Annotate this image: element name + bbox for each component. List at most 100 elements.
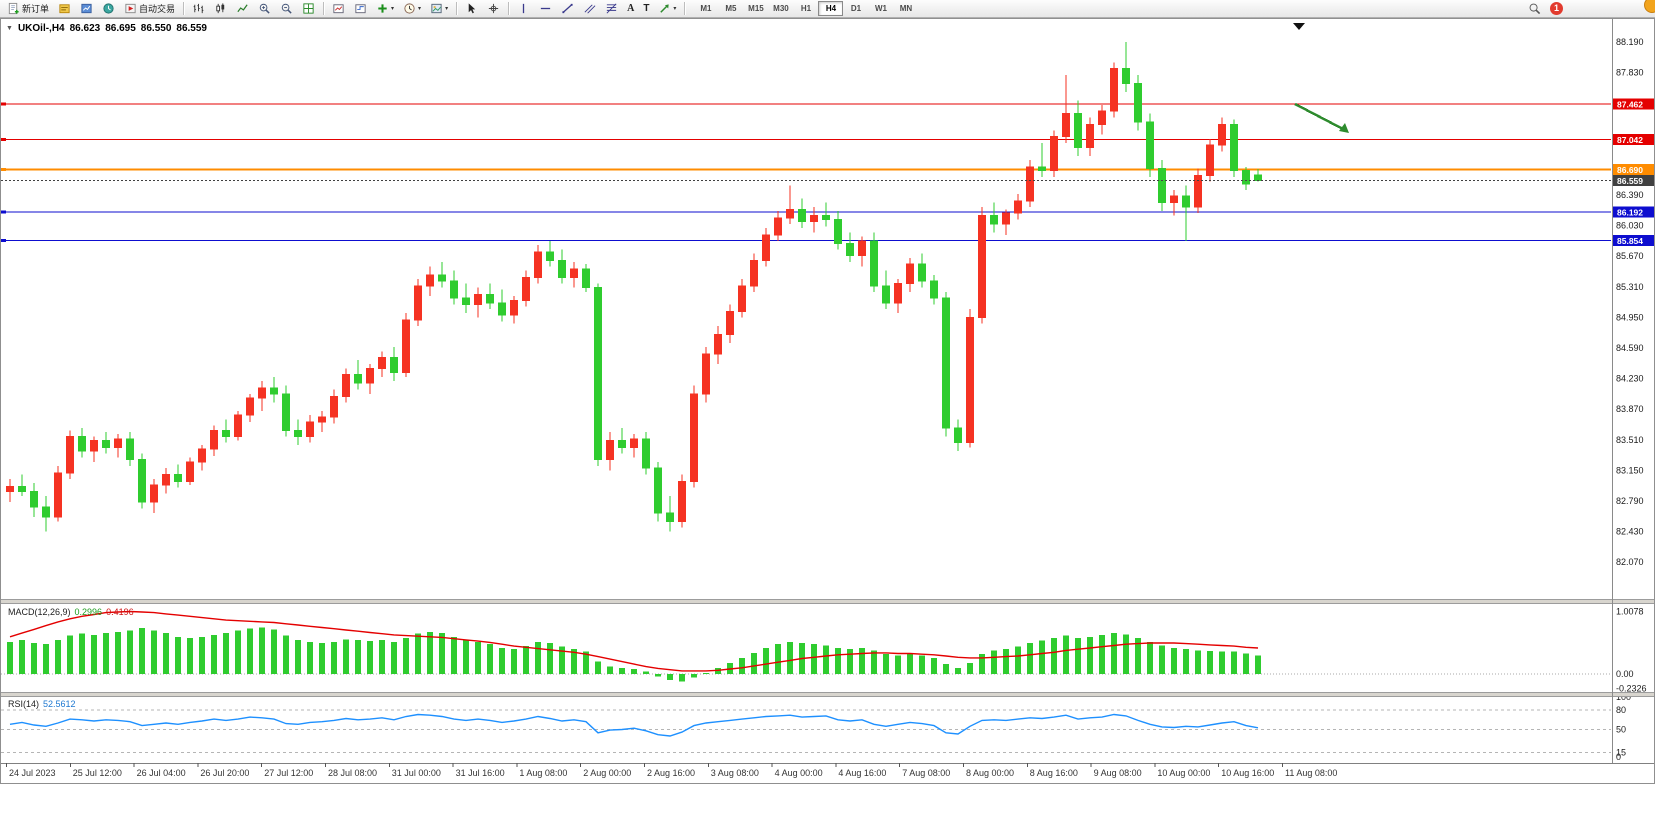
cursor-button[interactable] bbox=[461, 1, 482, 17]
rsi-line bbox=[9, 713, 1259, 737]
macd-bar bbox=[391, 641, 397, 674]
chart-canvas[interactable]: 24 Jul 2023 25 Jul 12:00 26 Jul 04:00 26 Ju… bbox=[0, 18, 1655, 808]
candle-body bbox=[762, 234, 770, 261]
chart-title: ▼ UKOil-,H4 86.623 86.695 86.550 86.559 bbox=[6, 23, 207, 34]
candle-body bbox=[498, 302, 506, 316]
macd-scale-label: 0.00 bbox=[1616, 669, 1634, 679]
toolbar: 新订单 自动交易 bbox=[0, 0, 1655, 18]
trendline-tool-button[interactable] bbox=[557, 1, 578, 17]
channel-tool-button[interactable] bbox=[579, 1, 600, 17]
notification-badge[interactable]: 1 bbox=[1550, 2, 1563, 15]
arrow-annotation-head[interactable] bbox=[1339, 123, 1349, 133]
candle-body bbox=[798, 208, 806, 222]
timeframe-M5[interactable]: M5 bbox=[718, 1, 743, 16]
arrow-annotation[interactable] bbox=[1294, 102, 1344, 131]
crosshair-button[interactable] bbox=[483, 1, 504, 17]
time-axis-label: 26 Jul 20:00 bbox=[200, 768, 249, 778]
candlestick-chart-button[interactable] bbox=[210, 1, 231, 17]
add-indicator-button[interactable]: ▾ bbox=[372, 1, 398, 17]
macd-name: MACD(12,26,9) bbox=[8, 607, 71, 617]
timeframe-W1[interactable]: W1 bbox=[868, 1, 893, 16]
market-watch-button[interactable] bbox=[76, 1, 97, 17]
line-left-marker bbox=[0, 168, 6, 171]
candle-body bbox=[1026, 166, 1034, 202]
macd-main-value: 0.2996 bbox=[74, 607, 103, 617]
collapse-panel-icon[interactable]: ▼ bbox=[6, 25, 13, 32]
zoom-out-button[interactable] bbox=[276, 1, 297, 17]
timeframe-H4[interactable]: H4 bbox=[818, 1, 844, 16]
new-order-button[interactable]: 新订单 bbox=[3, 1, 53, 17]
line-chart-button[interactable] bbox=[232, 1, 253, 17]
corner-notification-icon[interactable] bbox=[1644, 0, 1655, 13]
macd-bar bbox=[127, 630, 133, 674]
time-axis[interactable]: 24 Jul 2023 25 Jul 12:00 26 Jul 04:00 26 Ju… bbox=[0, 763, 1655, 778]
horizontal-line-tool-button[interactable] bbox=[535, 1, 556, 17]
template-button[interactable]: ▾ bbox=[426, 1, 452, 17]
candle-body bbox=[534, 251, 542, 278]
vertical-line-tool-button[interactable] bbox=[513, 1, 534, 17]
panel-splitter[interactable] bbox=[0, 692, 1655, 697]
arrows-tool-button[interactable]: ▾ bbox=[654, 1, 680, 17]
macd-bar bbox=[559, 646, 565, 674]
timeframe-MN[interactable]: MN bbox=[893, 1, 918, 16]
macd-bar bbox=[703, 672, 709, 674]
autotrade-button[interactable]: 自动交易 bbox=[120, 1, 179, 17]
auto-scroll-icon bbox=[355, 4, 366, 14]
macd-bar bbox=[1027, 643, 1033, 674]
candle-body bbox=[138, 458, 146, 503]
history-center-button[interactable] bbox=[54, 1, 75, 17]
auto-scroll-button[interactable] bbox=[350, 1, 371, 17]
autotrade-label: 自动交易 bbox=[139, 4, 176, 14]
label-tool-button[interactable]: T bbox=[639, 1, 653, 17]
macd-bar bbox=[475, 641, 481, 674]
price-axis[interactable]: 88.190 87.830 86.390 86.030 85.670 85.310 84.9… bbox=[1613, 37, 1655, 762]
candlestick-chart-icon bbox=[216, 3, 225, 14]
candle-body bbox=[114, 438, 122, 448]
candle-body bbox=[270, 387, 278, 395]
candle-body bbox=[834, 219, 842, 244]
chart-shift-button[interactable] bbox=[328, 1, 349, 17]
period-button[interactable]: ▾ bbox=[399, 1, 425, 17]
text-tool-button[interactable]: A bbox=[623, 1, 638, 17]
price-line-badge-text: 87.462 bbox=[1617, 99, 1643, 109]
bar-chart-button[interactable] bbox=[188, 1, 209, 17]
panel-splitter[interactable] bbox=[0, 599, 1655, 604]
fibonacci-tool-button[interactable] bbox=[601, 1, 622, 17]
line-chart-icon bbox=[237, 4, 248, 13]
candle-body bbox=[210, 429, 218, 450]
timeframe-D1[interactable]: D1 bbox=[843, 1, 868, 16]
time-axis-label: 10 Aug 16:00 bbox=[1221, 768, 1274, 778]
macd-bar bbox=[1183, 649, 1189, 674]
rsi-name: RSI(14) bbox=[8, 699, 40, 709]
candle-body bbox=[150, 484, 158, 503]
navigator-button[interactable] bbox=[98, 1, 119, 17]
candle-body bbox=[282, 393, 290, 431]
scroll-marker-icon[interactable] bbox=[1293, 23, 1305, 30]
timeframe-H1[interactable]: H1 bbox=[793, 1, 818, 16]
macd-bar bbox=[655, 674, 661, 677]
macd-bar bbox=[115, 631, 121, 674]
arrow-tool-icon bbox=[660, 4, 670, 13]
timeframe-M30[interactable]: M30 bbox=[768, 1, 793, 16]
candle-body bbox=[246, 397, 254, 416]
price-line-badge bbox=[1613, 134, 1655, 146]
main-panel bbox=[0, 23, 1611, 532]
new-order-icon bbox=[8, 2, 19, 15]
time-axis-label: 28 Jul 08:00 bbox=[328, 768, 377, 778]
macd-bar bbox=[955, 667, 961, 674]
macd-bar bbox=[451, 636, 457, 674]
zoom-in-button[interactable] bbox=[254, 1, 275, 17]
price-line-badge-text: 87.042 bbox=[1617, 135, 1643, 145]
tile-windows-button[interactable] bbox=[298, 1, 319, 17]
macd-bar bbox=[259, 627, 265, 674]
price-axis-label: 85.670 bbox=[1616, 251, 1644, 261]
candle-body bbox=[546, 251, 554, 261]
timeframe-M15[interactable]: M15 bbox=[743, 1, 768, 16]
candle-body bbox=[642, 438, 650, 469]
price-axis-label: 84.950 bbox=[1616, 312, 1644, 322]
macd-bar bbox=[463, 639, 469, 674]
vertical-line-icon bbox=[522, 3, 525, 14]
search-icon[interactable] bbox=[1528, 2, 1541, 15]
timeframe-M1[interactable]: M1 bbox=[693, 1, 718, 16]
candle-body bbox=[594, 287, 602, 460]
